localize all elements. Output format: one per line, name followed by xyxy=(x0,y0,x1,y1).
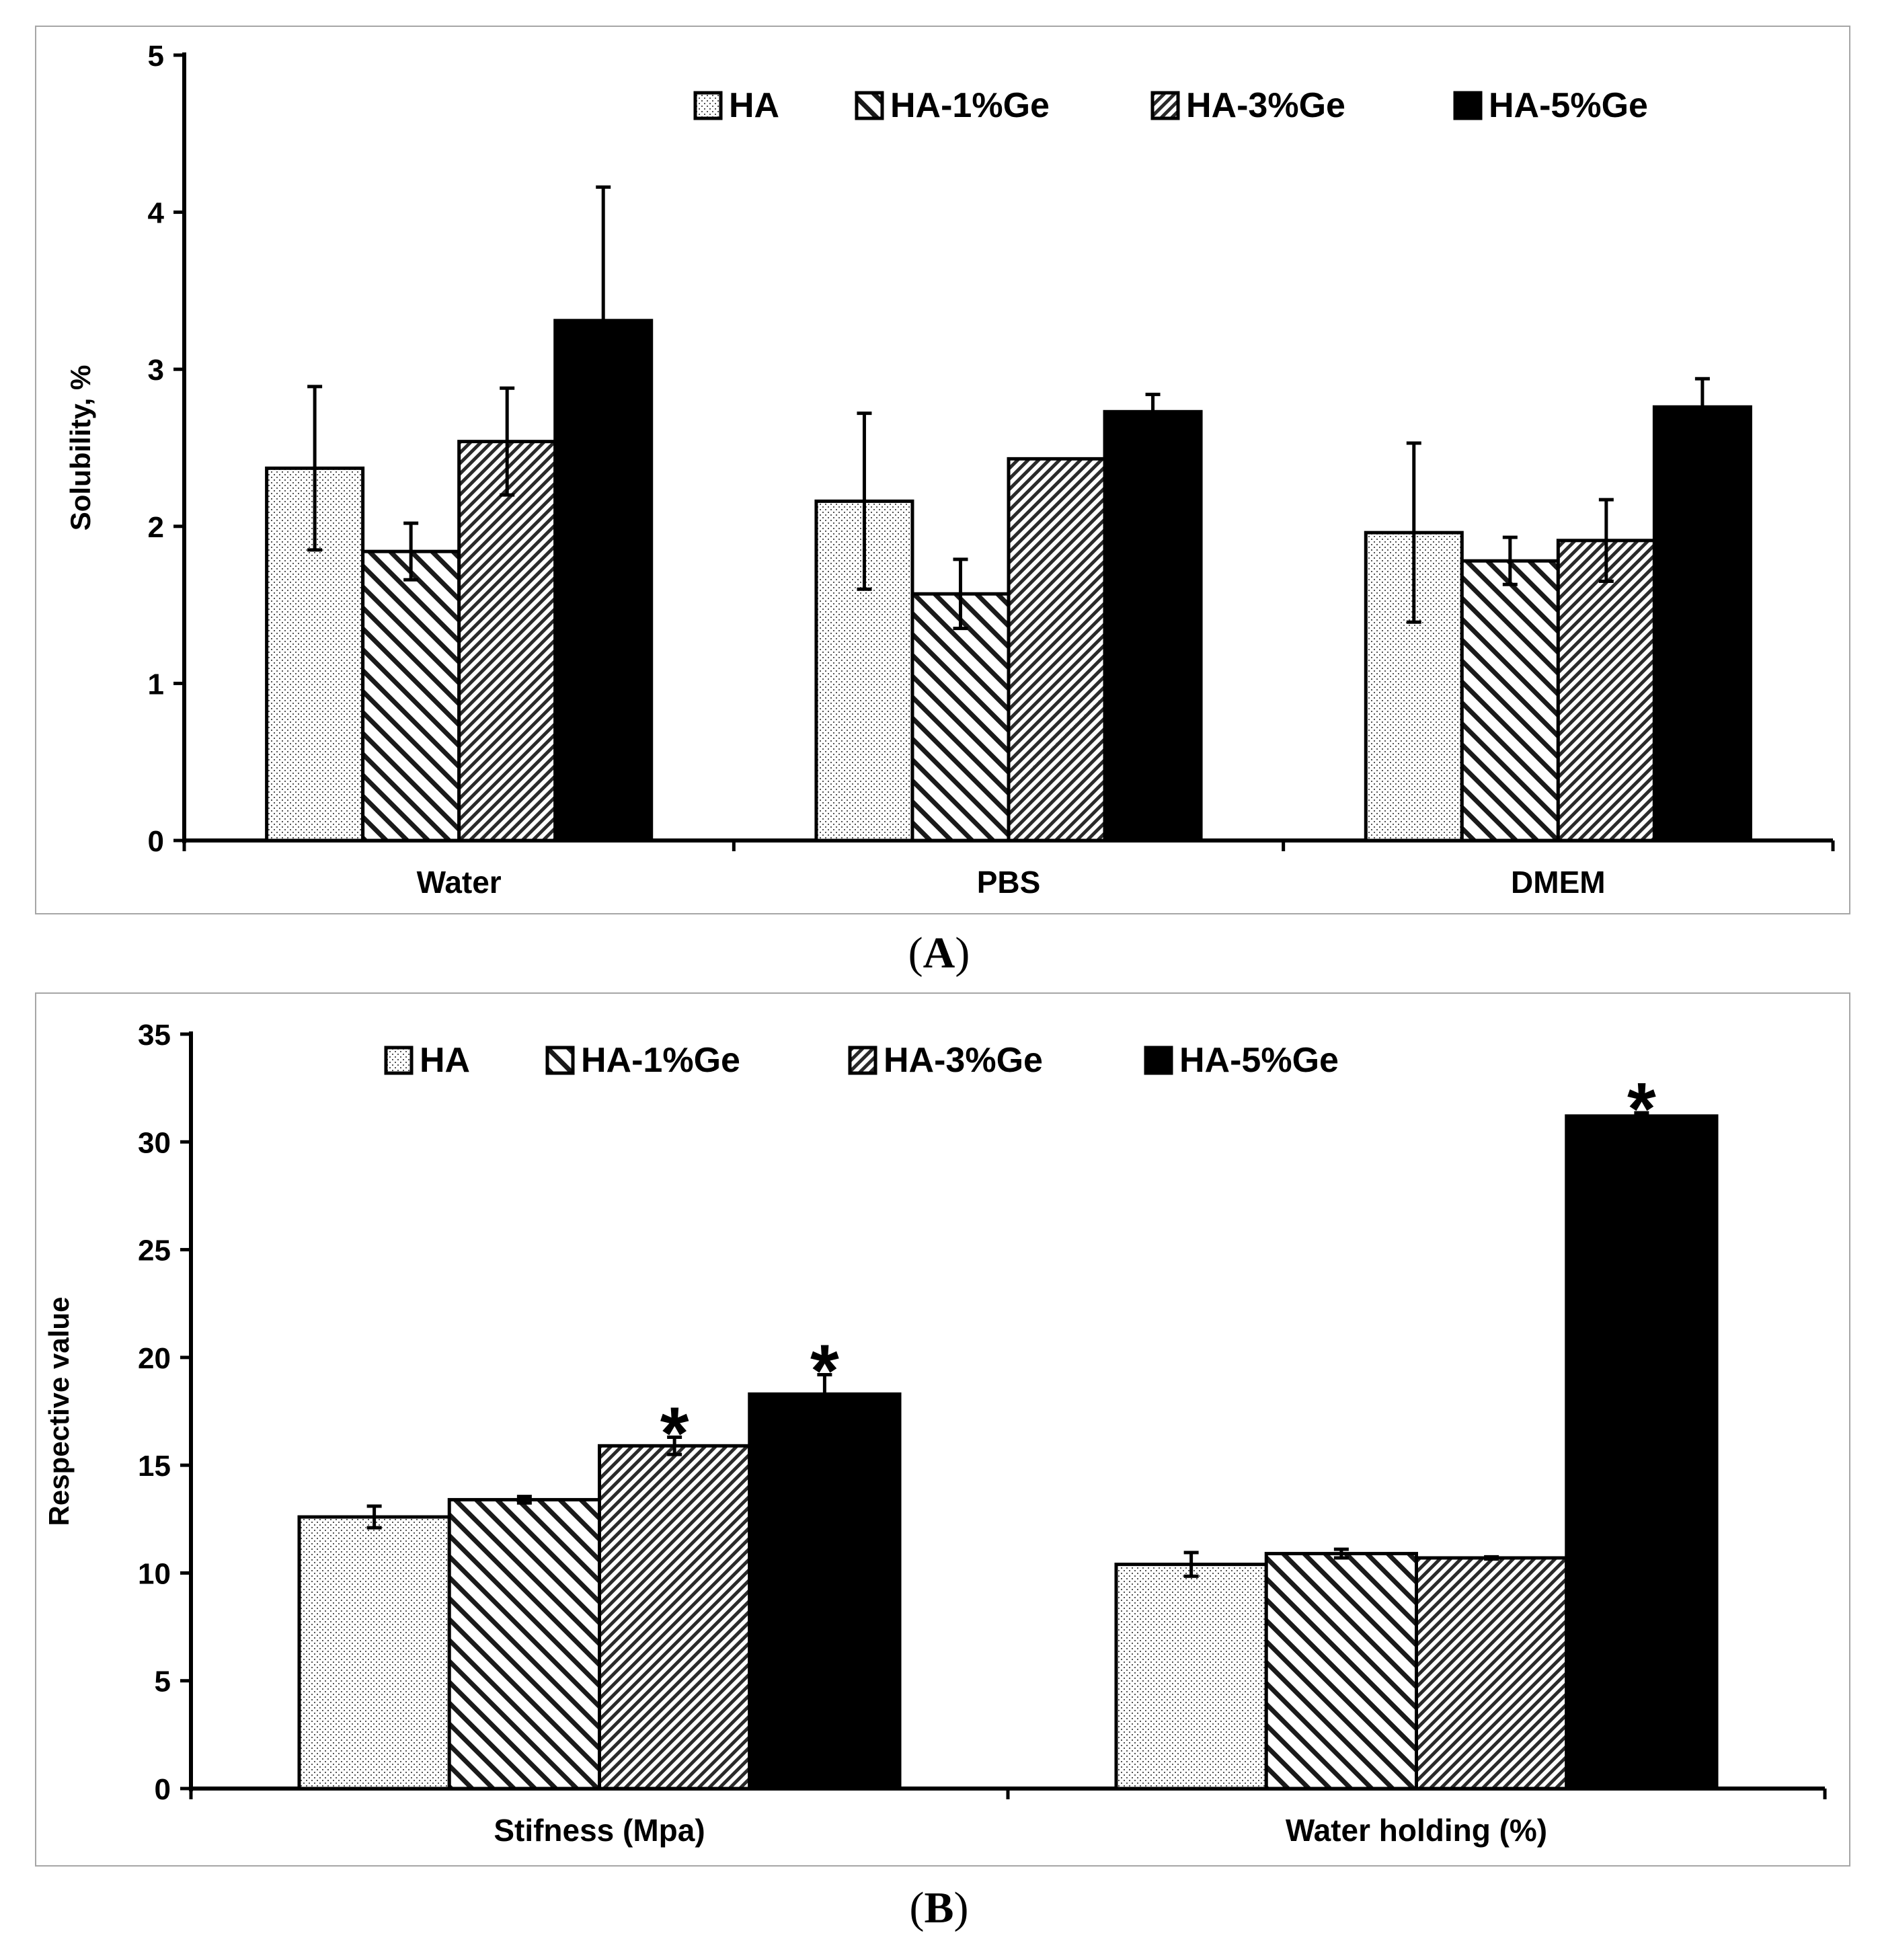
bar-group-water-holding: * xyxy=(1114,1068,1719,1791)
significance-marker: * xyxy=(810,1330,839,1413)
significance-marker: * xyxy=(1627,1068,1656,1150)
y-tick-label: 35 xyxy=(138,1019,171,1052)
bar-ha-1-ge-dmem xyxy=(1460,559,1560,842)
y-tick-label: 5 xyxy=(155,1665,171,1698)
legend-label-ha: HA xyxy=(729,86,779,125)
bar-ha-water-holding xyxy=(1114,1563,1268,1791)
legend-label-ha-5-ge: HA-5%Ge xyxy=(1489,86,1648,125)
bar-group-stifness-mpa: ** xyxy=(297,1330,902,1791)
legend: HA HA-1%Ge HA-3%Ge HA-5%Ge xyxy=(384,1041,1339,1080)
legend-swatch-ha-1-ge xyxy=(855,91,884,120)
legend-label-ha-5-ge: HA-5%Ge xyxy=(1179,1041,1339,1080)
y-axis-label: Solubility, % xyxy=(65,365,96,531)
y-tick-label: 15 xyxy=(138,1450,171,1483)
y-tick-label: 3 xyxy=(148,354,164,387)
caption-a-letter: A xyxy=(923,929,955,978)
bar-ha-5-ge-pbs xyxy=(1103,409,1203,842)
y-tick-label: 0 xyxy=(155,1773,171,1806)
legend-label-ha: HA xyxy=(420,1041,470,1080)
legend-swatch-ha-5-ge xyxy=(1453,91,1483,120)
bar-ha-3-ge-water-holding xyxy=(1415,1556,1569,1791)
x-tick-label-water-holding: Water holding (%) xyxy=(1286,1813,1547,1848)
legend-swatch-ha xyxy=(693,91,723,120)
bar-group-dmem xyxy=(1364,377,1752,842)
legend-label-ha-1-ge: HA-1%Ge xyxy=(581,1041,740,1080)
y-tick-label: 20 xyxy=(138,1342,171,1375)
x-tick-label-water: Water xyxy=(417,865,502,900)
legend-label-ha-3-ge: HA-3%Ge xyxy=(1186,86,1345,125)
bar-ha-3-ge-water xyxy=(457,440,557,842)
legend-swatch-ha xyxy=(384,1046,414,1075)
bar-ha-1-ge-water-holding xyxy=(1264,1552,1419,1791)
bar-ha-3-ge-stifness-mpa xyxy=(598,1444,752,1791)
y-tick-label: 5 xyxy=(148,40,164,73)
y-tick-label: 30 xyxy=(138,1126,171,1159)
y-tick-label: 10 xyxy=(138,1557,171,1590)
caption-a: (A) xyxy=(908,929,970,978)
bar-ha-5-ge-stifness-mpa xyxy=(748,1392,902,1791)
caption-b: (B) xyxy=(909,1883,969,1932)
bar-group-pbs xyxy=(814,393,1203,842)
y-tick-label: 4 xyxy=(148,197,165,230)
bar-ha-5-ge-dmem xyxy=(1652,405,1752,842)
chart-panel-a: 0 1 2 3 4 5 Solubility, % Water PBS DMEM HA HA-1%Ge… xyxy=(35,26,1850,914)
bar-ha-stifness-mpa xyxy=(297,1515,451,1791)
legend-swatch-ha-3-ge xyxy=(848,1046,877,1075)
bar-ha-1-ge-water xyxy=(361,549,461,842)
y-tick-label: 2 xyxy=(148,511,164,544)
legend-swatch-ha-1-ge xyxy=(545,1046,575,1075)
caption-b-letter: B xyxy=(924,1883,954,1932)
y-tick-label: 0 xyxy=(148,825,164,858)
legend-swatch-ha-5-ge xyxy=(1144,1046,1173,1075)
legend-label-ha-3-ge: HA-3%Ge xyxy=(884,1041,1043,1080)
y-axis-label: Respective value xyxy=(43,1297,75,1526)
solubility-chart: 0 1 2 3 4 5 Solubility, % Water PBS DMEM HA HA-1%Ge… xyxy=(65,40,1835,900)
x-tick-label-dmem: DMEM xyxy=(1511,865,1606,900)
chart-panel-b: 0 5 10 15 20 25 30 35 Respective value * * Stifness… xyxy=(35,992,1850,1867)
legend-swatch-ha-3-ge xyxy=(1150,91,1180,120)
bar-ha-3-ge-pbs xyxy=(1007,457,1107,842)
bar-ha-1-ge-pbs xyxy=(910,592,1011,842)
legend: HA HA-1%Ge HA-3%Ge HA-5%Ge xyxy=(693,86,1648,125)
y-tick-label: 25 xyxy=(138,1234,171,1267)
y-tick-label: 1 xyxy=(148,668,164,701)
x-tick-label-stifness-mpa: Stifness (Mpa) xyxy=(494,1813,705,1848)
significance-marker: * xyxy=(660,1392,689,1475)
bar-ha-1-ge-stifness-mpa xyxy=(447,1497,602,1791)
x-tick-label-pbs: PBS xyxy=(977,865,1041,900)
bar-group-water xyxy=(265,185,654,842)
bar-ha-5-ge-water-holding xyxy=(1565,1114,1719,1791)
legend-label-ha-1-ge: HA-1%Ge xyxy=(890,86,1050,125)
bar-ha-3-ge-dmem xyxy=(1556,539,1656,842)
